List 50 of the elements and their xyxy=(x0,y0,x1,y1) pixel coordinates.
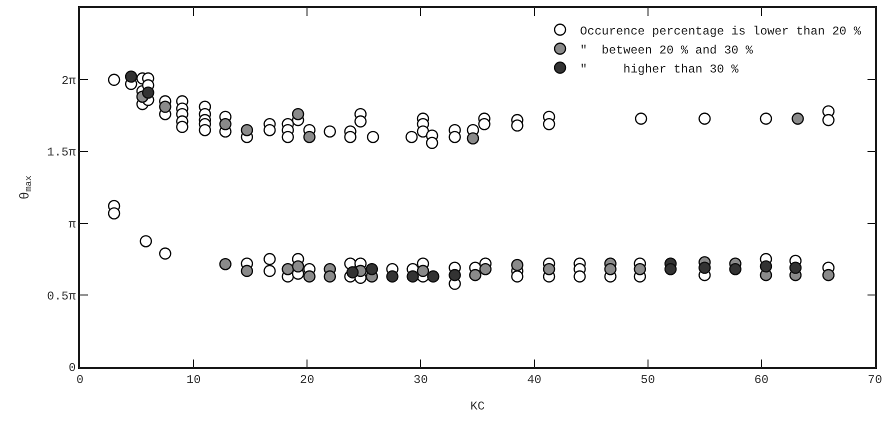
point xyxy=(469,268,482,282)
point xyxy=(219,258,232,270)
point xyxy=(324,270,336,283)
point xyxy=(292,260,304,273)
point xyxy=(159,100,172,113)
point xyxy=(604,262,617,276)
point xyxy=(479,262,492,276)
point xyxy=(346,266,359,278)
x-tick-label: 40 xyxy=(527,373,542,388)
x-axis-title: KC xyxy=(470,400,485,414)
y-tick-label: 0.5π xyxy=(47,289,76,304)
point xyxy=(303,130,316,144)
point xyxy=(366,262,378,276)
point xyxy=(406,270,419,283)
x-tick-label: 60 xyxy=(754,373,769,388)
point xyxy=(386,270,398,283)
point xyxy=(542,262,556,276)
point xyxy=(789,262,802,274)
y-tick-label: 2π xyxy=(61,74,76,88)
point xyxy=(822,268,835,282)
point xyxy=(142,86,154,99)
x-tick-label: 10 xyxy=(186,373,201,388)
point xyxy=(416,264,430,278)
point xyxy=(466,132,480,144)
point xyxy=(760,260,772,273)
point xyxy=(729,262,742,276)
x-tick-label: 20 xyxy=(300,373,314,388)
point xyxy=(698,262,711,274)
point xyxy=(792,112,804,125)
point xyxy=(219,118,232,130)
y-tick-label: 0 xyxy=(68,361,76,376)
legend-label: Occurence percentage is lower than 20 % xyxy=(580,24,862,38)
point xyxy=(511,258,524,272)
point xyxy=(124,70,138,83)
point xyxy=(634,262,646,276)
point xyxy=(427,270,440,283)
legend-label: " higher than 30 % xyxy=(580,62,740,76)
point xyxy=(448,268,461,282)
legend-label: " between 20 % and 30 % xyxy=(580,43,754,58)
point xyxy=(664,262,677,276)
y-tick-label: π xyxy=(68,218,76,232)
point xyxy=(240,124,254,136)
point xyxy=(240,264,254,278)
x-tick-label: 50 xyxy=(640,373,656,388)
x-tick-label: 70 xyxy=(868,373,882,388)
y-tick-label: 1.5π xyxy=(47,146,76,160)
point xyxy=(282,262,294,276)
point xyxy=(303,270,316,283)
x-tick-label: 30 xyxy=(414,373,428,388)
point xyxy=(292,108,304,120)
